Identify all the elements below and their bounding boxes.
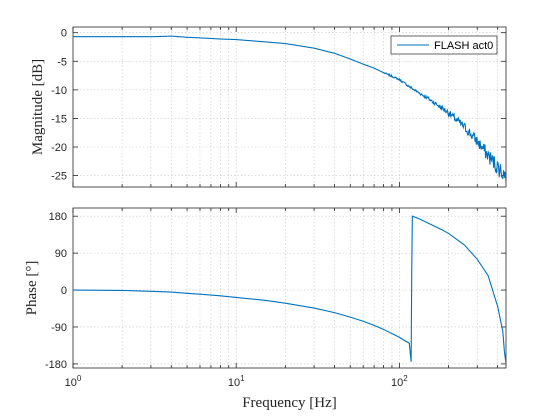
legend-entry: FLASH act0	[434, 40, 493, 52]
phase-x-tick-label: 100	[65, 374, 82, 389]
magnitude-y-axis-label: Magnitude [dB]	[30, 59, 46, 155]
phase-x-tick-label: 101	[228, 374, 245, 389]
phase-series-line	[73, 215, 506, 364]
phase-y-axis-label: Phase [°]	[24, 261, 40, 316]
phase-y-tick-label: 180	[49, 211, 67, 223]
legend-box	[390, 35, 498, 55]
magnitude-y-tick-label: -25	[51, 171, 67, 183]
phase-y-tick-label: -90	[51, 322, 67, 334]
magnitude-y-tick-label: 0	[61, 28, 67, 40]
legend: FLASH act0	[390, 35, 498, 55]
magnitude-y-tick-label: -20	[51, 142, 67, 154]
magnitude-series-line	[73, 35, 506, 184]
phase-y-tick-label: 0	[61, 285, 67, 297]
magnitude-y-tick-label: -15	[51, 113, 67, 125]
magnitude-y-tick-label: -10	[51, 85, 67, 97]
phase-y-tick-label: -180	[45, 359, 67, 371]
phase-y-tick-label: 90	[55, 248, 67, 260]
magnitude-y-tick-label: -5	[57, 56, 67, 68]
phase-plot-area	[72, 207, 507, 369]
phase-x-axis-label: Frequency [Hz]	[242, 395, 337, 411]
phase-x-tick-label: 102	[391, 374, 408, 389]
